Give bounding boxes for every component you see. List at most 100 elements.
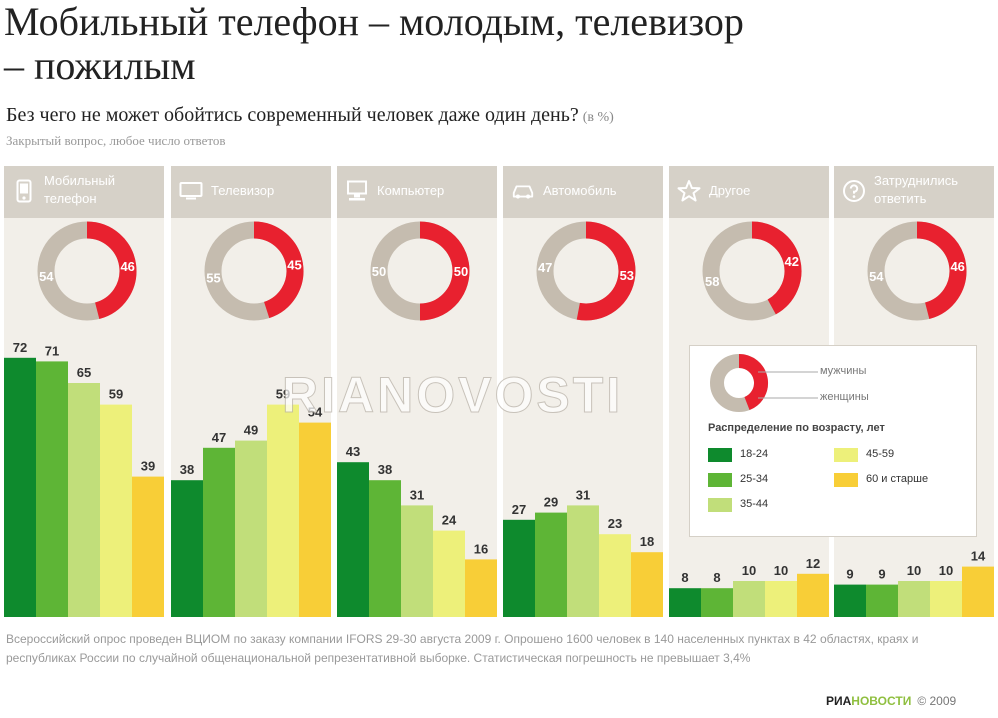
donut-label-men: 50 [454,264,468,279]
question-icon [842,178,866,204]
legend-age-label: 18-24 [740,448,769,460]
column-header: Компьютер [337,166,497,218]
column-label: Телевизор [211,183,275,198]
donut-label-men: 46 [120,259,134,274]
chart-question: Без чего не может обойтись современный ч… [6,104,614,127]
donut-slice-men [253,221,304,319]
star-icon [677,178,701,204]
bar-value-label: 9 [878,567,885,582]
chart-note: Закрытый вопрос, любое число ответов [6,133,226,148]
donut-label-women: 47 [538,260,552,275]
bar [898,581,930,617]
bar-value-label: 10 [774,563,788,578]
bar-value-label: 12 [806,556,820,571]
bar-value-label: 10 [939,563,953,578]
column-header: Затруднились ответить [834,166,994,218]
footnote: Всероссийский опрос проведен ВЦИОМ по за… [6,632,919,665]
question-text: Без чего не может обойтись современный ч… [6,104,579,126]
watermark: RIANOVOSTI [281,367,624,424]
column-header: Телевизор [171,166,331,218]
legend-swatch [708,448,732,462]
bar [433,530,465,617]
donut-label-men: 46 [950,259,964,274]
bar-value-label: 9 [846,567,853,582]
bar [765,581,797,617]
bar [171,480,203,617]
column-header: Автомобиль [503,166,663,218]
bar [535,512,567,617]
column-label: Автомобиль [543,183,617,198]
bar-value-label: 31 [410,487,424,502]
bar [567,505,599,617]
bar [930,581,962,617]
donut-label-women: 54 [869,269,884,284]
brand-copyright: © 2009 [917,694,957,708]
legend-age-label: 45-59 [866,448,895,460]
donut-slice-men [576,221,636,321]
bar-value-label: 23 [608,516,622,531]
bar-value-label: 24 [442,513,457,528]
bar [465,559,497,617]
donut-slice-men [86,221,137,319]
bar [503,519,535,617]
donut-label-women: 55 [206,270,220,285]
legend-leader-lines [758,371,818,399]
bar-value-label: 39 [141,459,155,474]
bar-value-label: 18 [640,534,654,549]
bar [203,447,235,617]
legend-age-label: 60 и старше [866,473,929,485]
bar [337,462,369,617]
donut-label-men: 45 [287,258,301,273]
legend-age-label: 25-34 [740,473,769,485]
bar [797,573,829,617]
column-label: Мобильный телефон [44,173,116,206]
donut-slice-men [916,221,967,319]
car-icon [511,178,535,204]
bar-value-label: 29 [544,495,558,510]
column-header: Другое [669,166,829,218]
donut-label-women: 54 [39,269,54,284]
legend-men-label: мужчины [820,365,867,377]
bar [100,404,132,617]
bar [4,357,36,617]
bar [834,584,866,617]
bar-value-label: 8 [713,570,720,585]
bar [235,440,267,617]
legend-swatch [708,473,732,487]
donut-slice-men [419,221,470,321]
bar-value-label: 54 [308,405,323,420]
bar-value-label: 43 [346,444,360,459]
bar-value-label: 16 [474,541,488,556]
bar-value-label: 65 [77,365,91,380]
legend-box: мужчины женщины Распределение по возраст… [689,345,977,537]
page-title: Мобильный телефон – молодым, телевизор –… [4,0,744,88]
tv-icon [179,178,203,204]
brand-part2: НОВОСТИ [851,694,912,708]
bar-value-label: 59 [276,387,290,402]
bar [267,404,299,617]
legend-women-label: женщины [820,391,869,403]
bar-value-label: 59 [109,387,123,402]
bar [132,476,164,617]
bar [962,566,994,617]
bar-value-label: 10 [742,563,756,578]
bar [701,588,733,617]
brand-logo: РИАНОВОСТИ © 2009 [826,694,956,708]
bar-value-label: 27 [512,502,526,517]
bar [369,480,401,617]
legend-swatch [834,448,858,462]
bar [401,505,433,617]
bar-value-label: 47 [212,430,226,445]
brand-part1: РИА [826,694,852,708]
bar [299,422,331,617]
bar-value-label: 8 [681,570,688,585]
bar-value-label: 49 [244,423,258,438]
bar-value-label: 38 [180,462,194,477]
column-label: Компьютер [377,183,445,198]
column-label: Затруднились ответить [874,173,959,206]
bar [36,361,68,617]
bar [68,383,100,617]
bar-value-label: 10 [907,563,921,578]
column-header: Мобильный телефон [4,166,164,218]
donut-slice-men [751,221,802,315]
